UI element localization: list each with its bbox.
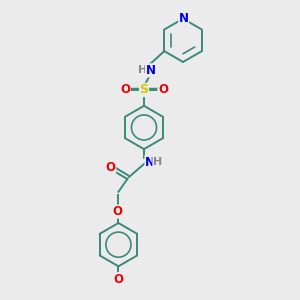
Text: N: N [146,64,156,77]
Text: O: O [158,83,168,96]
Text: O: O [120,83,130,96]
Text: N: N [145,155,155,169]
Text: O: O [113,273,124,286]
Text: S: S [140,83,148,96]
Text: H: H [138,65,147,75]
Text: H: H [153,157,162,167]
Text: N: N [179,12,189,25]
Text: O: O [106,161,116,174]
Text: O: O [113,205,123,218]
